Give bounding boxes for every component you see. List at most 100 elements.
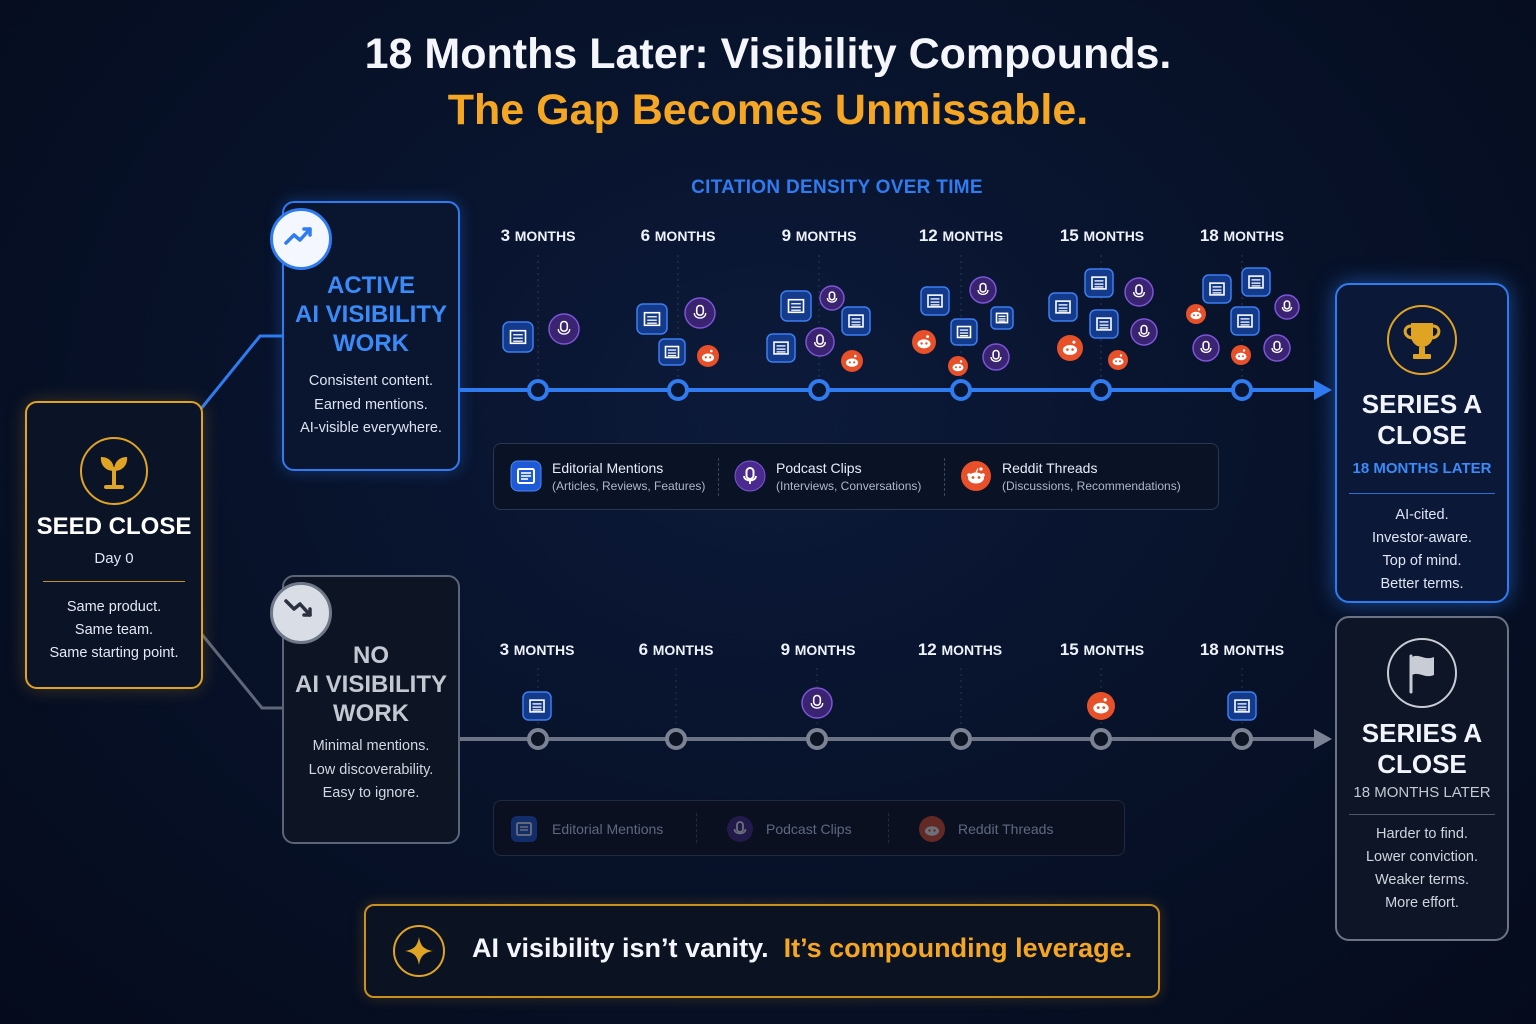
microphone-icon	[726, 815, 754, 843]
microphone-icon	[1263, 334, 1291, 362]
sprout-icon	[80, 437, 148, 505]
active-month-label: 18 MONTHS	[1199, 226, 1285, 245]
noai-node	[1090, 728, 1112, 750]
reddit-icon	[841, 350, 863, 372]
active-description: Consistent content. Earned mentions. AI-…	[300, 373, 442, 436]
sparkle-icon	[393, 925, 445, 977]
active-timeline-arrow	[1314, 380, 1332, 400]
flag-icon	[1387, 638, 1457, 708]
active-node	[950, 379, 972, 401]
microphone-icon	[1192, 334, 1220, 362]
noai-month-label: 18 MONTHS	[1199, 640, 1285, 659]
noai-month-label: 12 MONTHS	[917, 640, 1003, 659]
article-icon	[636, 303, 668, 335]
no-visibility-card: NO AI VISIBILITY WORK Minimal mentions. Lo…	[270, 575, 460, 844]
legend-editorial-name: Editorial Mentions	[552, 460, 664, 476]
article-icon	[1202, 274, 1232, 304]
microphone-icon	[801, 687, 833, 719]
density-label: CITATION DENSITY OVER TIME	[691, 177, 983, 198]
active-title: ACTIVE AI VISIBILITY WORK	[294, 272, 447, 357]
article-icon	[502, 321, 534, 353]
trending-down-icon	[270, 582, 332, 644]
microphone-icon	[805, 327, 835, 357]
reddit-icon	[1186, 304, 1206, 324]
reddit-icon	[697, 345, 719, 367]
active-month-label: 3 MONTHS	[500, 226, 576, 245]
legend-reddit-name: Reddit Threads	[1002, 460, 1098, 476]
divider	[718, 458, 720, 496]
microphone-icon	[969, 276, 997, 304]
series-a-noai-card: SERIES A CLOSE 18 MONTHS LATER Harder to …	[1335, 616, 1509, 941]
reddit-icon	[960, 460, 992, 492]
takeaway-banner: AI visibility isn’t vanity. It’s compoun…	[364, 904, 1160, 998]
noai-node	[1231, 728, 1253, 750]
reddit-icon	[948, 356, 968, 376]
seed-day: Day 0	[94, 550, 134, 567]
microphone-icon	[684, 297, 716, 329]
microphone-icon	[1274, 294, 1300, 320]
divider	[43, 581, 185, 582]
microphone-icon	[982, 343, 1010, 371]
article-icon	[950, 318, 978, 346]
active-legend: Editorial Mentions (Articles, Reviews, F…	[493, 443, 1219, 510]
noai-month-label: 6 MONTHS	[638, 640, 714, 659]
microphone-icon	[819, 285, 845, 311]
divider	[1349, 493, 1495, 494]
noai-node	[527, 728, 549, 750]
noai-node	[950, 728, 972, 750]
reddit-icon	[1087, 692, 1115, 720]
legend-podcast-name: Podcast Clips	[766, 821, 852, 837]
active-node	[1231, 379, 1253, 401]
legend-editorial-desc: (Articles, Reviews, Features)	[552, 479, 706, 493]
article-icon	[510, 460, 542, 492]
banner-text: AI visibility isn’t vanity. It’s compoun…	[472, 933, 1133, 963]
trending-up-icon	[270, 208, 332, 270]
noai-timeline-arrow	[1314, 729, 1332, 749]
article-icon	[920, 286, 950, 316]
series-a-description: Harder to find. Lower conviction. Weaker…	[1365, 826, 1479, 911]
divider	[888, 813, 890, 843]
article-icon	[1227, 691, 1257, 721]
series-a-active-card: SERIES A CLOSE 18 MONTHS LATER AI-cited. …	[1335, 283, 1509, 603]
article-icon	[510, 815, 538, 843]
article-icon	[522, 691, 552, 721]
active-month-label: 6 MONTHS	[640, 226, 716, 245]
active-node	[527, 379, 549, 401]
legend-reddit-name: Reddit Threads	[958, 821, 1054, 837]
seed-title: SEED CLOSE	[36, 513, 192, 540]
active-month-label: 15 MONTHS	[1059, 226, 1145, 245]
noai-month-label: 3 MONTHS	[499, 640, 575, 659]
microphone-icon	[734, 460, 766, 492]
page-subtitle: The Gap Becomes Unmissable.	[447, 86, 1089, 134]
divider	[696, 813, 698, 843]
noai-node	[665, 728, 687, 750]
article-icon	[1084, 268, 1114, 298]
article-icon	[1241, 267, 1271, 297]
series-a-later: 18 MONTHS LATER	[1353, 784, 1491, 801]
active-node	[808, 379, 830, 401]
connector-seed-noai	[198, 631, 282, 710]
legend-reddit-desc: (Discussions, Recommendations)	[1002, 479, 1181, 493]
active-node	[667, 379, 689, 401]
active-visibility-card: ACTIVE AI VISIBILITY WORK Consistent conte…	[270, 201, 460, 471]
legend-podcast-name: Podcast Clips	[776, 460, 862, 476]
active-month-label: 9 MONTHS	[781, 226, 857, 245]
microphone-icon	[548, 313, 580, 345]
seed-close-card: SEED CLOSE Day 0 Same product. Same team…	[25, 401, 203, 689]
noai-title: NO AI VISIBILITY WORK	[294, 642, 447, 727]
article-icon	[1089, 309, 1119, 339]
reddit-icon	[912, 330, 936, 354]
noai-month-label: 15 MONTHS	[1059, 640, 1145, 659]
article-icon	[841, 306, 871, 336]
noai-legend: Editorial Mentions Podcast Clips Reddit …	[493, 800, 1125, 856]
article-icon	[1048, 292, 1078, 322]
reddit-icon	[1231, 345, 1251, 365]
series-a-title: SERIES A CLOSE	[1361, 389, 1483, 450]
reddit-icon	[1057, 335, 1083, 361]
series-a-title: SERIES A CLOSE	[1361, 718, 1483, 779]
series-a-description: AI-cited. Investor-aware. Top of mind. B…	[1372, 507, 1472, 592]
trophy-icon	[1387, 305, 1457, 375]
article-icon	[990, 306, 1014, 330]
active-node	[1090, 379, 1112, 401]
